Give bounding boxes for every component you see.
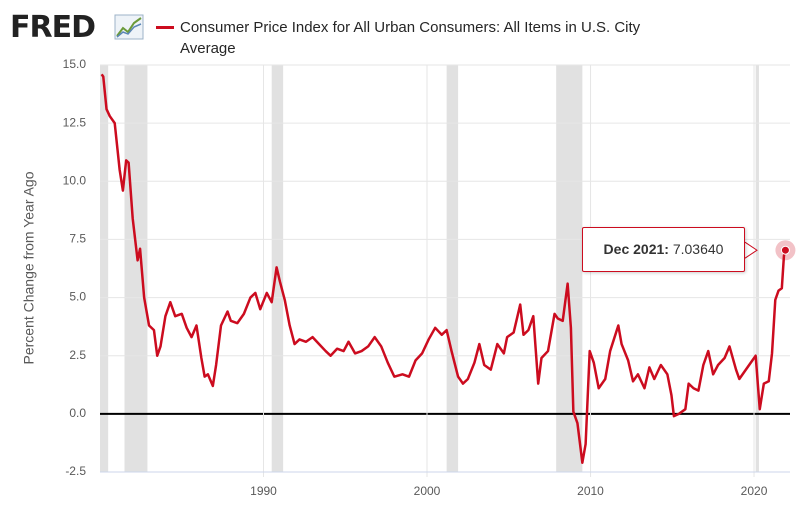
recession-band [755, 65, 759, 472]
y-tick-label: 5.0 [69, 290, 86, 304]
tooltip-label: Dec 2021: [603, 241, 669, 257]
logo[interactable]: FRED [10, 10, 96, 45]
recession-band [124, 65, 148, 472]
x-tick-label: 1990 [250, 484, 277, 498]
y-tick-label: -2.5 [65, 464, 86, 478]
hover-point [780, 245, 790, 255]
legend-label: Consumer Price Index for All Urban Consu… [180, 19, 641, 57]
tooltip: Dec 2021: 7.03640 [582, 227, 745, 272]
y-tick-label: 0.0 [69, 406, 86, 420]
y-tick-label: 10.0 [63, 173, 87, 187]
y-tick-label: 12.5 [63, 115, 87, 129]
recession-band [446, 65, 459, 472]
series-line [100, 73, 787, 464]
tooltip-value: 7.03640 [672, 241, 724, 257]
y-tick-label: 15.0 [63, 57, 87, 71]
legend-swatch [156, 26, 174, 29]
x-tick-label: 2010 [577, 484, 604, 498]
y-tick-label: 2.5 [69, 348, 86, 362]
x-tick-label: 2020 [741, 484, 768, 498]
y-tick-label: 7.5 [69, 232, 86, 246]
tooltip-pointer [744, 241, 758, 259]
recession-band [556, 65, 583, 472]
logo-icon [114, 14, 144, 40]
y-axis-label: Percent Change from Year Ago [21, 171, 37, 364]
recession-band [100, 65, 109, 472]
x-tick-label: 2000 [414, 484, 441, 498]
